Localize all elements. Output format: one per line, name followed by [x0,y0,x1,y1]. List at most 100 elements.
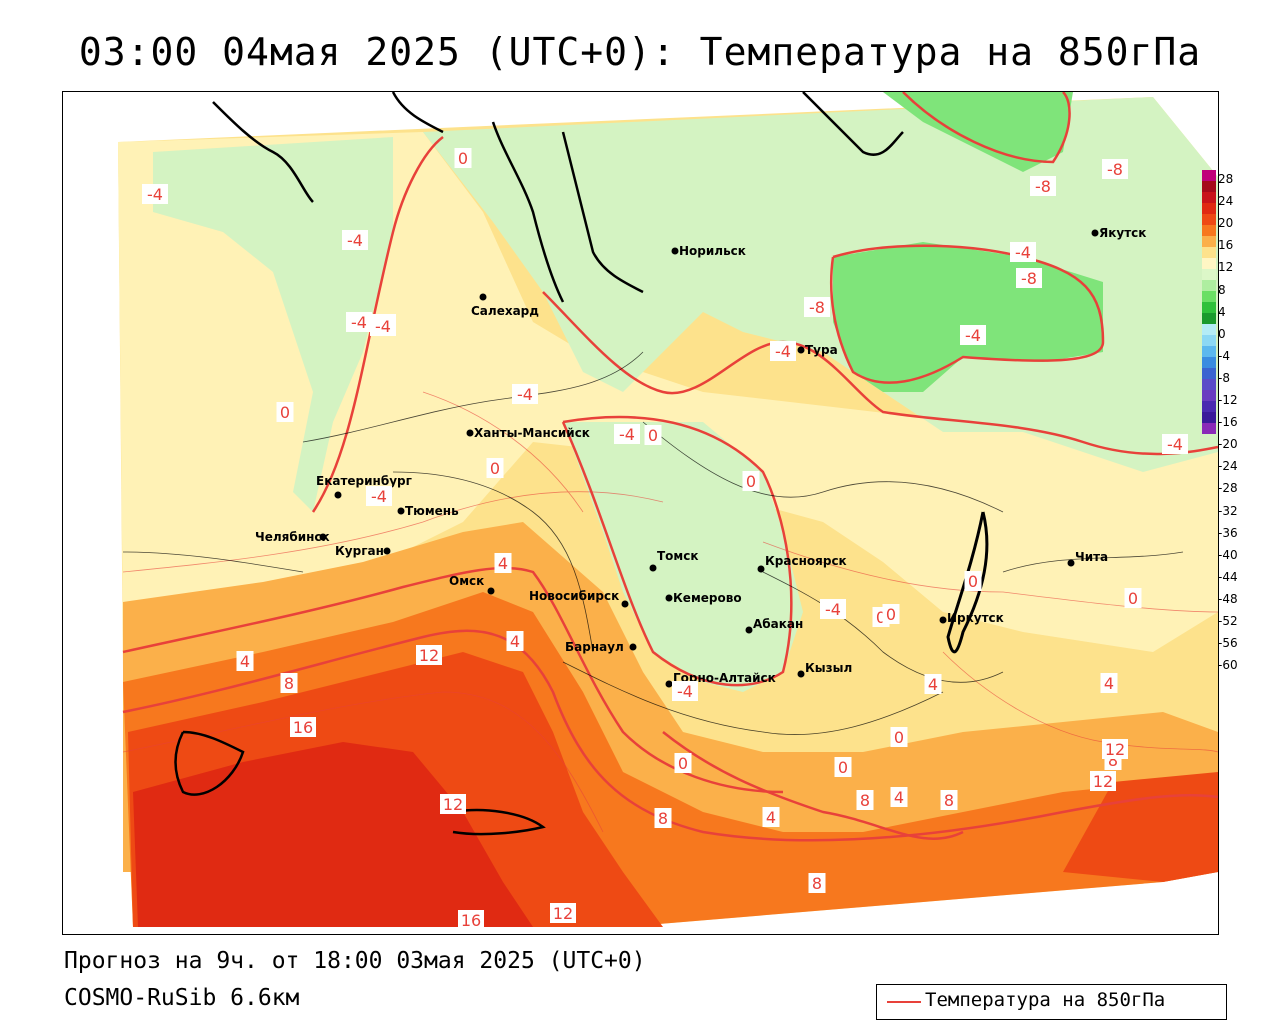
isotherm-label: -8 [1016,268,1042,288]
isotherm-label: 0 [1125,588,1142,608]
svg-text:0: 0 [886,605,896,624]
svg-text:0: 0 [458,149,468,168]
colorbar-swatch [1202,335,1216,346]
isotherm-label: -4 [342,230,368,250]
svg-text:0: 0 [746,472,756,491]
isotherm-label: 12 [440,794,466,814]
city-marker [666,595,673,602]
svg-text:4: 4 [928,675,938,694]
svg-text:-4: -4 [1167,435,1183,454]
colorbar-tick-label: -16 [1218,415,1238,429]
svg-text:12: 12 [1105,740,1125,759]
svg-text:-4: -4 [347,231,363,250]
svg-text:0: 0 [280,403,290,422]
svg-text:12: 12 [1093,772,1113,791]
colorbar-swatch [1202,313,1216,324]
map-title: 03:00 04мая 2025 (UTC+0): Температура на… [0,30,1280,74]
colorbar-swatch [1202,203,1216,214]
city-label: Кемерово [673,591,742,605]
isotherm-label: -4 [346,312,372,332]
isotherm-label: 4 [763,807,780,827]
isotherm-label: -4 [614,424,640,444]
isotherm-label: -8 [1030,176,1056,196]
isotherm-label: -4 [142,184,168,204]
svg-text:0: 0 [894,728,904,747]
city-marker [384,548,391,555]
city-label: Ханты-Мансийск [474,426,590,440]
colorbar-swatch [1202,357,1216,368]
city-label: Екатеринбург [316,474,412,488]
city-label: Иркутск [947,611,1004,625]
colorbar-swatch [1202,401,1216,412]
isotherm-label: 0 [743,471,760,491]
city-label: Томск [657,549,699,563]
city-label: Барнаул [565,640,624,654]
city-label: Якутск [1099,226,1146,240]
svg-text:-8: -8 [1035,177,1051,196]
colorbar-tick-label: -28 [1218,481,1238,495]
colorbar-tick-label: 16 [1218,238,1233,252]
svg-text:8: 8 [860,791,870,810]
colorbar-swatch [1202,346,1216,357]
svg-text:0: 0 [838,758,848,777]
isotherm-label: 0 [277,402,294,422]
colorbar-swatch [1202,390,1216,401]
colorbar-tick-label: -40 [1218,548,1238,562]
svg-text:-4: -4 [147,185,163,204]
colorbar-tick-label: 4 [1218,305,1226,319]
colorbar-tick-label: -48 [1218,592,1238,606]
colorbar-tick-label: -8 [1218,371,1230,385]
svg-text:-4: -4 [619,425,635,444]
city-marker [488,588,495,595]
colorbar-swatch [1202,423,1216,434]
isotherm-label: 0 [835,757,852,777]
colorbar-swatch [1202,412,1216,423]
legend-line-swatch [887,1001,921,1003]
isotherm-label: 0 [455,148,472,168]
forecast-caption: Прогноз на 9ч. от 18:00 03мая 2025 (UTC+… [64,948,646,974]
isotherm-label: 4 [891,787,908,807]
svg-text:-8: -8 [1107,160,1123,179]
city-label: Курган [335,544,384,558]
svg-text:4: 4 [510,632,520,651]
svg-text:4: 4 [894,788,904,807]
svg-text:-4: -4 [517,385,533,404]
svg-text:12: 12 [443,795,463,814]
colorbar-tick-label: -36 [1218,526,1238,540]
city-label: Челябинск [255,530,330,544]
city-label: Тюмень [405,504,459,518]
isotherm-label: -4 [370,316,396,336]
city-label: Новосибирск [529,589,619,603]
svg-text:4: 4 [240,652,250,671]
colorbar-tick-label: -60 [1218,658,1238,672]
isotherm-label: 8 [809,873,826,893]
colorbar-swatch [1202,269,1216,280]
svg-text:0: 0 [490,459,500,478]
colorbar-swatch [1202,379,1216,390]
city-marker [1068,560,1075,567]
colorbar-swatch [1202,170,1216,181]
svg-text:-4: -4 [965,326,981,345]
colorbar-swatch [1202,236,1216,247]
city-marker [798,347,805,354]
isotherm-label: 0 [883,604,900,624]
isotherm-label: 0 [645,425,662,445]
svg-text:0: 0 [1128,589,1138,608]
city-marker [630,644,637,651]
city-marker [650,565,657,572]
colorbar-tick-label: -56 [1218,636,1238,650]
svg-text:16: 16 [461,911,481,930]
colorbar-swatch [1202,280,1216,291]
city-marker [480,294,487,301]
city-label: Омск [449,574,484,588]
svg-text:4: 4 [1104,674,1114,693]
legend: Температура на 850гПа [876,984,1227,1020]
city-label: Норильск [679,244,746,258]
isotherm-label: 8 [655,808,672,828]
colorbar-swatch [1202,368,1216,379]
city-label: Красноярск [765,554,847,568]
svg-text:-4: -4 [825,600,841,619]
isotherm-label: -4 [672,681,698,701]
model-caption: COSMO-RuSib 6.6км [64,985,299,1011]
colorbar-tick-label: 28 [1218,172,1233,186]
